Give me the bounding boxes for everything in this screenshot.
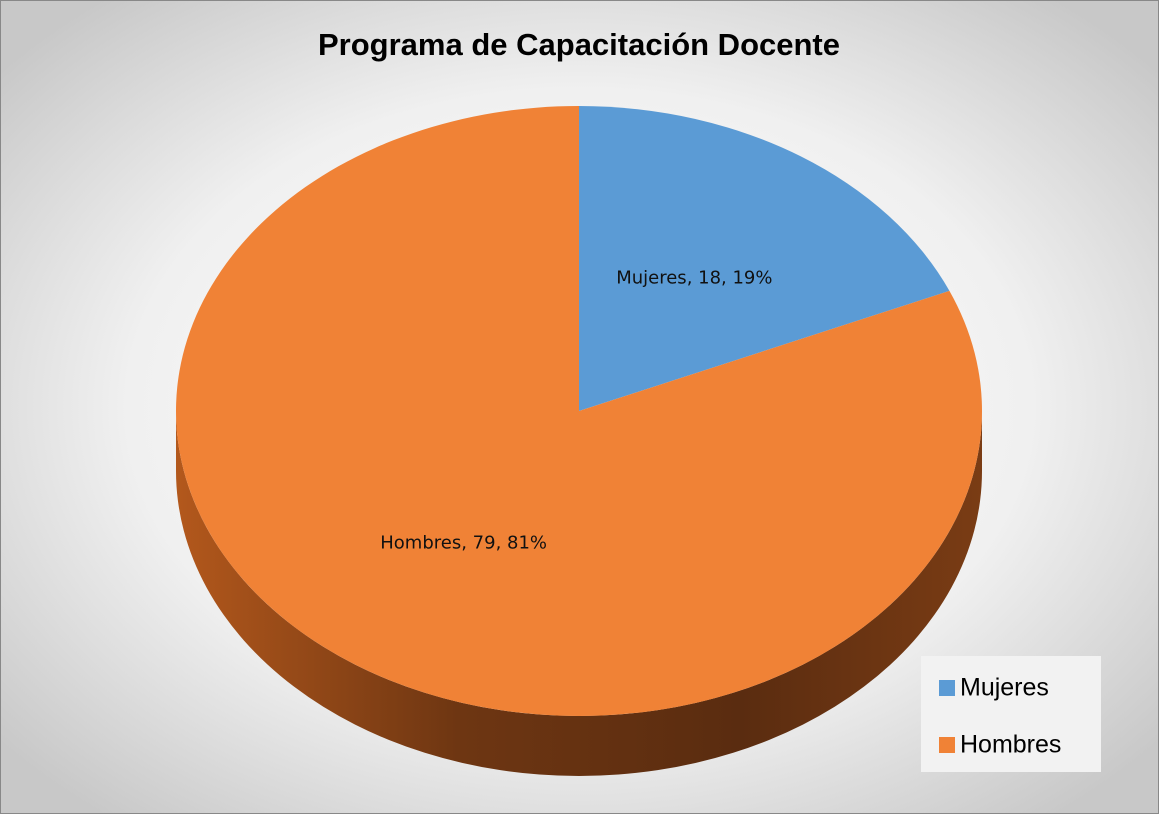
pie-slice [579,106,950,411]
pie-slice [176,105,982,716]
chart-title: Programa de Capacitación Docente [318,27,840,62]
data-label: Hombres, 79, 81% [380,532,547,553]
legend-label: Mujeres [960,674,1049,702]
data-label: Mujeres, 18, 19% [616,268,772,289]
pie-side [176,411,982,776]
legend-label: Hombres [960,731,1061,759]
legend-swatch [939,737,955,753]
legend-swatch [939,680,955,696]
